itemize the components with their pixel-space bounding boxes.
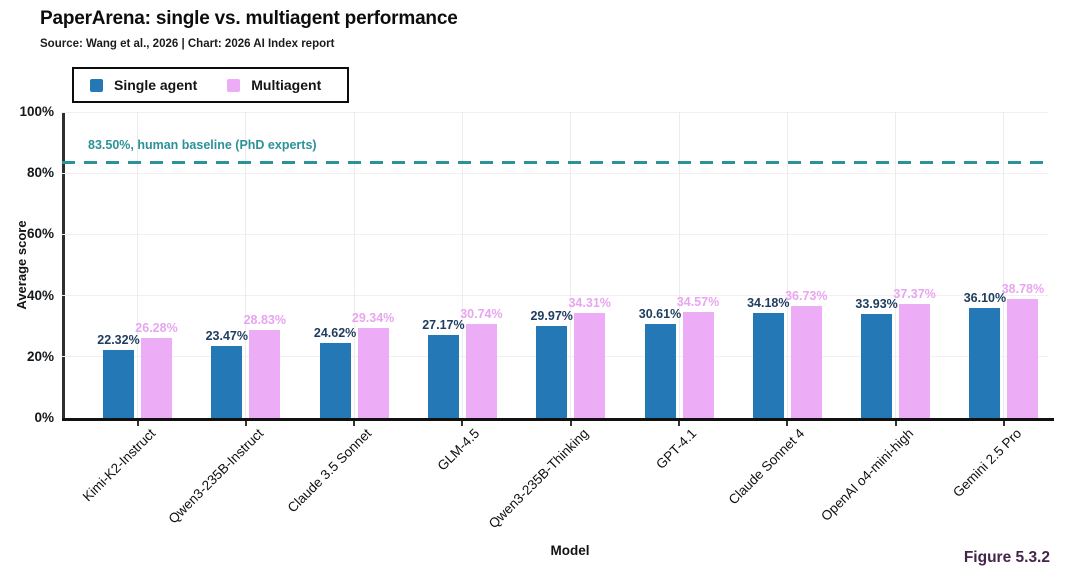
x-axis-tick — [894, 420, 897, 426]
y-tick-label: 20% — [26, 348, 54, 364]
gridline-horizontal — [62, 172, 1048, 174]
gridline-vertical — [1003, 112, 1005, 418]
x-axis-tick — [786, 420, 789, 426]
bar-multiagent — [790, 305, 822, 418]
x-axis-title: Model — [550, 543, 590, 558]
bar-single-agent — [536, 326, 568, 418]
figure-label: Figure 5.3.2 — [963, 549, 1050, 566]
legend: Single agent Multiagent — [72, 67, 350, 103]
y-axis-line — [62, 112, 65, 419]
bar-value-label: 36.10% — [963, 290, 1007, 305]
bar-value-label: 33.93% — [855, 297, 898, 312]
y-tick-label: 60% — [26, 226, 54, 242]
bar-single-agent — [752, 313, 784, 418]
bar-value-label: 22.32% — [97, 332, 140, 347]
multiagent-swatch-icon — [227, 78, 241, 92]
legend-item-single-agent: Single agent — [90, 77, 197, 93]
gridline-vertical — [570, 112, 572, 418]
x-axis-tick — [569, 420, 572, 426]
gridline-vertical — [678, 112, 680, 418]
chart-title: PaperArena: single vs. multiagent perfor… — [40, 8, 458, 29]
y-axis-title: Average score — [14, 220, 29, 310]
baseline-label: 83.50%, human baseline (PhD experts) — [88, 138, 317, 153]
gridline-vertical — [895, 112, 897, 418]
baseline-line — [62, 160, 1048, 164]
bar-multiagent — [1007, 299, 1039, 418]
x-axis-tick — [244, 420, 247, 426]
bar-value-label: 29.34% — [351, 311, 395, 326]
bar-value-label: 26.28% — [135, 320, 178, 335]
y-tick-label: 40% — [26, 287, 54, 303]
x-axis-line — [62, 418, 1054, 421]
bar-multiagent — [357, 328, 389, 418]
gridline-vertical — [353, 112, 355, 418]
bar-single-agent — [211, 346, 243, 418]
gridline-vertical — [137, 112, 138, 418]
gridline-horizontal — [62, 233, 1048, 235]
bar-multiagent — [899, 303, 931, 418]
bar-multiagent — [465, 323, 497, 418]
legend-label-multiagent: Multiagent — [251, 77, 322, 93]
bar-value-label: 34.57% — [676, 295, 720, 310]
bar-value-label: 38.78% — [1001, 282, 1045, 297]
bar-value-label: 30.61% — [638, 307, 682, 322]
single-agent-swatch-icon — [90, 78, 103, 92]
bar-value-label: 29.97% — [530, 309, 573, 324]
bar-value-label: 23.47% — [205, 329, 248, 344]
chart-source: Source: Wang et al., 2026 | Chart: 2026 … — [40, 38, 335, 50]
y-tick-label: 100% — [19, 104, 54, 119]
bar-value-label: 28.83% — [243, 312, 286, 327]
x-axis-tick — [136, 420, 139, 426]
gridline-vertical — [461, 112, 463, 418]
y-tick-label: 80% — [26, 165, 54, 181]
bar-multiagent — [141, 337, 172, 418]
legend-label-single-agent: Single agent — [114, 77, 198, 93]
bar-value-label: 27.17% — [422, 317, 465, 332]
gridline-vertical — [786, 112, 788, 418]
gridline-horizontal — [62, 295, 1048, 297]
x-axis-tick — [461, 420, 464, 426]
bar-single-agent — [103, 349, 134, 418]
bar-multiagent — [249, 329, 281, 418]
bar-value-label: 34.31% — [568, 296, 611, 311]
gridline-vertical — [245, 112, 247, 418]
legend-item-multiagent: Multiagent — [227, 77, 321, 93]
bar-value-label: 30.74% — [460, 306, 503, 321]
bar-value-label: 34.18% — [747, 296, 790, 311]
bar-single-agent — [969, 307, 1001, 418]
x-axis-tick — [1002, 420, 1005, 426]
bar-value-label: 37.37% — [893, 286, 936, 301]
bar-value-label: 36.73% — [785, 288, 828, 303]
bar-single-agent — [861, 314, 893, 418]
bar-single-agent — [427, 334, 459, 418]
x-axis-tick — [353, 420, 356, 426]
gridline-horizontal — [62, 111, 1048, 113]
bar-single-agent — [644, 324, 676, 418]
bar-multiagent — [574, 313, 606, 418]
plot-area: 83.50%, human baseline (PhD experts) 22.3… — [62, 111, 1048, 418]
x-axis-tick — [678, 420, 680, 426]
bar-multiagent — [682, 312, 714, 418]
bar-single-agent — [319, 342, 351, 418]
y-tick-label: 0% — [34, 410, 54, 425]
bar-value-label: 24.62% — [313, 325, 357, 340]
